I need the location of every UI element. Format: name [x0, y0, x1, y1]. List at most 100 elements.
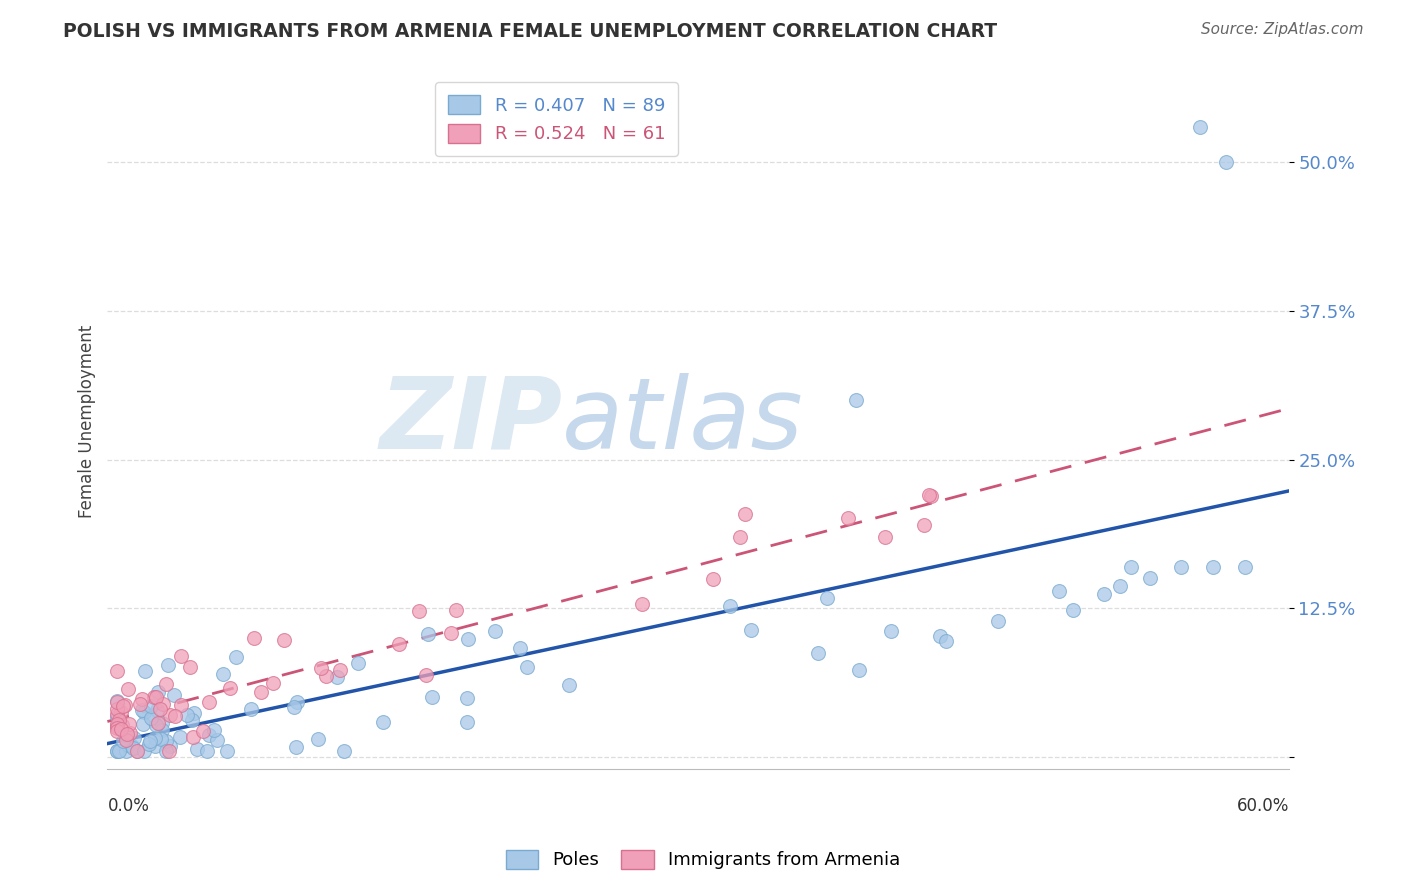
Point [315, 669, 337, 683]
Point [456, 714, 478, 729]
Point [509, 640, 531, 655]
Point [225, 650, 247, 665]
Point [105, 719, 128, 733]
Text: atlas: atlas [562, 373, 804, 469]
Point [456, 690, 478, 705]
Point [155, 744, 177, 758]
Point [141, 698, 163, 713]
Point [198, 695, 221, 709]
Point [408, 604, 430, 618]
Point [105, 694, 128, 708]
Point [131, 691, 153, 706]
Point [149, 701, 172, 715]
Point [150, 723, 173, 738]
Point [170, 649, 193, 664]
Point [740, 623, 762, 637]
Point [558, 678, 581, 692]
Point [134, 664, 156, 678]
Point [262, 676, 284, 690]
Point [145, 690, 167, 705]
Point [146, 715, 169, 730]
Point [186, 742, 208, 756]
Point [169, 731, 191, 745]
Point [920, 489, 942, 503]
Point [159, 739, 181, 753]
Point [105, 695, 128, 709]
Point [388, 637, 411, 651]
Point [105, 710, 128, 724]
Point [197, 728, 219, 742]
Point [1170, 559, 1192, 574]
Point [416, 627, 439, 641]
Point [105, 721, 128, 735]
Point [1047, 584, 1070, 599]
Point [112, 733, 135, 747]
Point [155, 734, 177, 748]
Point [132, 716, 155, 731]
Point [179, 660, 201, 674]
Text: Source: ZipAtlas.com: Source: ZipAtlas.com [1201, 22, 1364, 37]
Point [1092, 586, 1115, 600]
Point [142, 690, 165, 705]
Point [446, 603, 468, 617]
Point [122, 731, 145, 746]
Point [132, 706, 155, 720]
Point [107, 744, 129, 758]
Point [516, 660, 538, 674]
Point [132, 744, 155, 758]
Point [845, 393, 868, 408]
Point [273, 633, 295, 648]
Point [917, 488, 939, 502]
Point [183, 706, 205, 720]
Point [108, 713, 131, 727]
Point [148, 685, 170, 699]
Point [249, 685, 271, 699]
Point [127, 744, 149, 758]
Point [115, 744, 138, 758]
Point [326, 670, 349, 684]
Text: 60.0%: 60.0% [1236, 797, 1289, 815]
Point [117, 681, 139, 696]
Point [484, 624, 506, 639]
Point [311, 661, 333, 675]
Text: 0.0%: 0.0% [107, 797, 149, 815]
Point [121, 740, 143, 755]
Point [457, 632, 479, 646]
Point [875, 530, 897, 544]
Point [155, 676, 177, 690]
Point [105, 744, 128, 758]
Point [914, 518, 936, 533]
Point [142, 714, 165, 728]
Point [332, 744, 354, 758]
Point [105, 702, 128, 716]
Point [110, 705, 132, 719]
Point [128, 697, 150, 711]
Point [1202, 559, 1225, 574]
Point [307, 731, 329, 746]
Point [371, 714, 394, 729]
Point [205, 732, 228, 747]
Point [117, 738, 139, 752]
Point [239, 702, 262, 716]
Point [879, 624, 901, 638]
Point [170, 698, 193, 712]
Legend: R = 0.407   N = 89, R = 0.524   N = 61: R = 0.407 N = 89, R = 0.524 N = 61 [434, 82, 678, 156]
Point [176, 707, 198, 722]
Point [718, 599, 741, 614]
Point [121, 739, 143, 754]
Point [630, 597, 652, 611]
Point [159, 708, 181, 723]
Point [105, 664, 128, 678]
Point [1139, 571, 1161, 585]
Point [420, 690, 443, 704]
Point [285, 695, 308, 709]
Point [180, 713, 202, 727]
Point [837, 510, 859, 524]
Point [987, 614, 1010, 628]
Point [202, 723, 225, 737]
Point [191, 724, 214, 739]
Point [115, 732, 138, 747]
Point [243, 631, 266, 645]
Point [105, 724, 128, 739]
Point [1234, 559, 1257, 574]
